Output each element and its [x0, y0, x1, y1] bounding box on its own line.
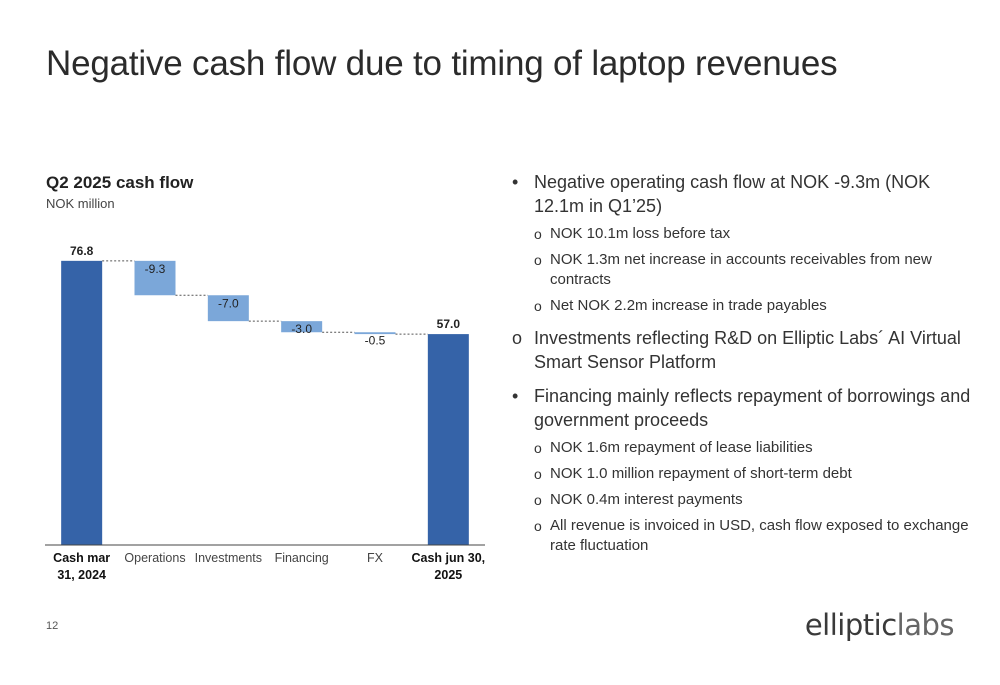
- bullet-item: • Financing mainly reflects repayment of …: [510, 384, 980, 432]
- bullet-list: • Negative operating cash flow at NOK -9.…: [510, 170, 980, 556]
- delta-bar: [134, 260, 176, 296]
- total-bar: [61, 260, 103, 545]
- slide-title: Negative cash flow due to timing of lapt…: [46, 44, 838, 83]
- x-tick-label-line: Investments: [195, 551, 262, 565]
- x-tick-label-line: 2025: [434, 568, 462, 582]
- sub-bullet-item: o NOK 10.1m loss before tax: [510, 224, 980, 244]
- total-bar: [427, 334, 469, 545]
- chart-title: Q2 2025 cash flow: [46, 173, 194, 192]
- value-label: 57.0: [437, 317, 461, 331]
- x-tick-label: Cash mar 31, 2024: [53, 551, 110, 582]
- bullet-marker: o: [534, 492, 542, 508]
- waterfall-chart: 76.8 -9.3 -7.0 -3.0 -0.5 57.0 Cash mar 31, 2024…: [45, 244, 486, 582]
- x-tick-label-line: 31, 2024: [57, 568, 106, 582]
- value-label: -3.0: [291, 322, 312, 336]
- x-tick-label-line: Financing: [275, 551, 329, 565]
- bullet-text: Net NOK 2.2m increase in trade payables: [550, 297, 827, 314]
- x-tick-label: Investments: [195, 551, 262, 565]
- sub-bullet-item: o NOK 1.6m repayment of lease liabilities: [510, 438, 980, 458]
- sub-bullet-item: o NOK 1.3m net increase in accounts recei…: [510, 250, 980, 290]
- value-label: -7.0: [218, 296, 239, 310]
- delta-bar: [281, 321, 323, 333]
- bullet-text: Financing mainly reflects repayment of b…: [534, 386, 971, 430]
- bullet-marker: o: [534, 298, 542, 314]
- delta-bar: [354, 332, 396, 335]
- x-tick-label-line: Operations: [124, 551, 185, 565]
- bullet-text: Investments reflecting R&D on Elliptic L…: [534, 328, 961, 372]
- bullet-item: o Investments reflecting R&D on Elliptic …: [510, 326, 980, 374]
- bullet-marker: o: [534, 466, 542, 482]
- x-tick-label: FX: [367, 551, 384, 565]
- company-logo: ellipticlabs: [804, 608, 955, 642]
- bullet-marker: o: [512, 328, 523, 348]
- x-tick-label: Cash jun 30, 2025: [412, 551, 486, 582]
- value-label: 76.8: [70, 244, 94, 258]
- bullet-marker: •: [512, 386, 519, 406]
- bullet-text: NOK 10.1m loss before tax: [550, 225, 731, 242]
- logo-part-labs: labs: [896, 608, 955, 642]
- delta-bar: [207, 295, 249, 322]
- x-tick-label-line: Cash mar: [53, 551, 110, 565]
- bullet-text: NOK 1.0 million repayment of short-term …: [550, 465, 852, 482]
- sub-bullet-item: o Net NOK 2.2m increase in trade payables: [510, 296, 980, 316]
- value-label: -9.3: [145, 262, 166, 276]
- sub-bullet-item: o NOK 1.0 million repayment of short-term…: [510, 464, 980, 484]
- bullet-text: NOK 1.6m repayment of lease liabilities: [550, 439, 813, 456]
- x-tick-label-line: Cash jun 30,: [412, 551, 486, 565]
- bullet-text: NOK 1.3m net increase in accounts receiv…: [550, 251, 932, 288]
- value-label: -0.5: [365, 333, 386, 347]
- bullet-marker: o: [534, 226, 542, 242]
- bullet-item: • Negative operating cash flow at NOK -9.…: [510, 170, 980, 218]
- bullet-text: Negative operating cash flow at NOK -9.3…: [534, 172, 931, 216]
- bullet-marker: o: [534, 252, 542, 268]
- bullet-text: NOK 0.4m interest payments: [550, 491, 743, 508]
- x-tick-label-line: FX: [367, 551, 384, 565]
- x-tick-label: Operations: [124, 551, 185, 565]
- bullet-marker: •: [512, 172, 519, 192]
- page-number: 12: [46, 620, 59, 632]
- sub-bullet-item: o NOK 0.4m interest payments: [510, 490, 980, 510]
- x-tick-label: Financing: [275, 551, 329, 565]
- bullet-text: All revenue is invoiced in USD, cash flo…: [550, 517, 969, 554]
- sub-bullet-item: o All revenue is invoiced in USD, cash fl…: [510, 516, 980, 556]
- chart-subtitle: NOK million: [46, 196, 115, 211]
- bullet-marker: o: [534, 440, 542, 456]
- logo-part-elliptic: elliptic: [804, 608, 897, 642]
- bullet-marker: o: [534, 518, 542, 534]
